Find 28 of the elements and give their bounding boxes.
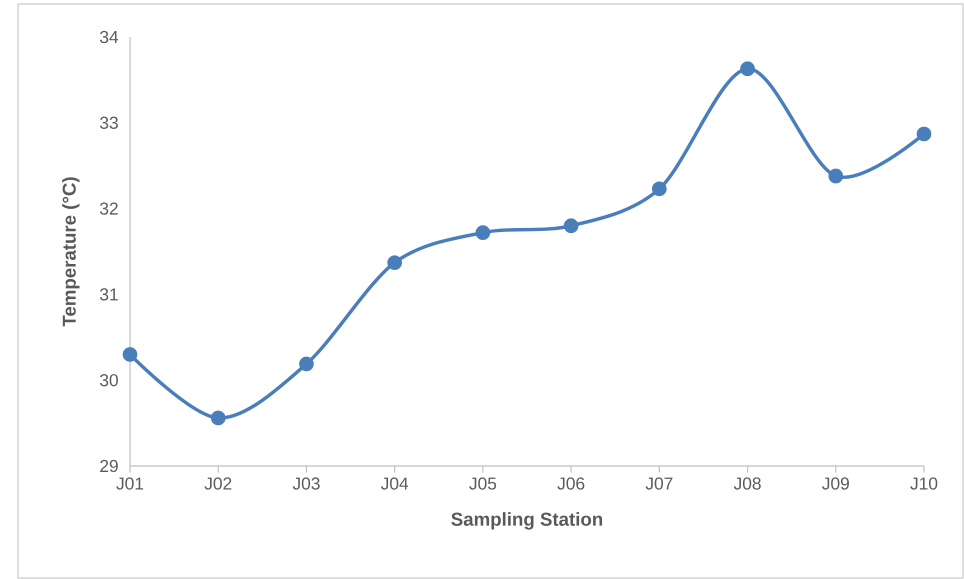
x-tick-label: J09 [822, 477, 849, 490]
y-tick-label: 33 [100, 116, 118, 129]
y-tick-label: 31 [100, 288, 118, 301]
point [476, 225, 490, 240]
y-tick-label: 34 [100, 30, 118, 44]
x-tick-label: J04 [380, 477, 408, 490]
x-tick-label: J06 [557, 477, 584, 490]
x-axis-title: Sampling Station [451, 512, 602, 530]
x-tick-label: J10 [910, 477, 938, 490]
point [564, 218, 578, 234]
y-tick-label: 32 [100, 202, 118, 215]
x-tick-label: J03 [292, 477, 320, 490]
point [299, 356, 314, 372]
point [916, 126, 932, 142]
point [828, 168, 844, 184]
x-tick-label: J05 [469, 477, 496, 490]
point [652, 182, 667, 196]
x-tick-label: J02 [204, 477, 232, 490]
x-tick-label: J01 [116, 477, 144, 490]
y-tick-label: 30 [100, 374, 118, 386]
point [210, 410, 226, 426]
y-axis-title: Temperature (°C) [62, 177, 80, 326]
x-tick-label: J07 [646, 477, 672, 490]
point [740, 61, 755, 76]
y-tick-label: 29 [100, 460, 118, 472]
point [387, 255, 402, 270]
point [122, 347, 138, 362]
x-tick-label: J08 [734, 477, 761, 490]
